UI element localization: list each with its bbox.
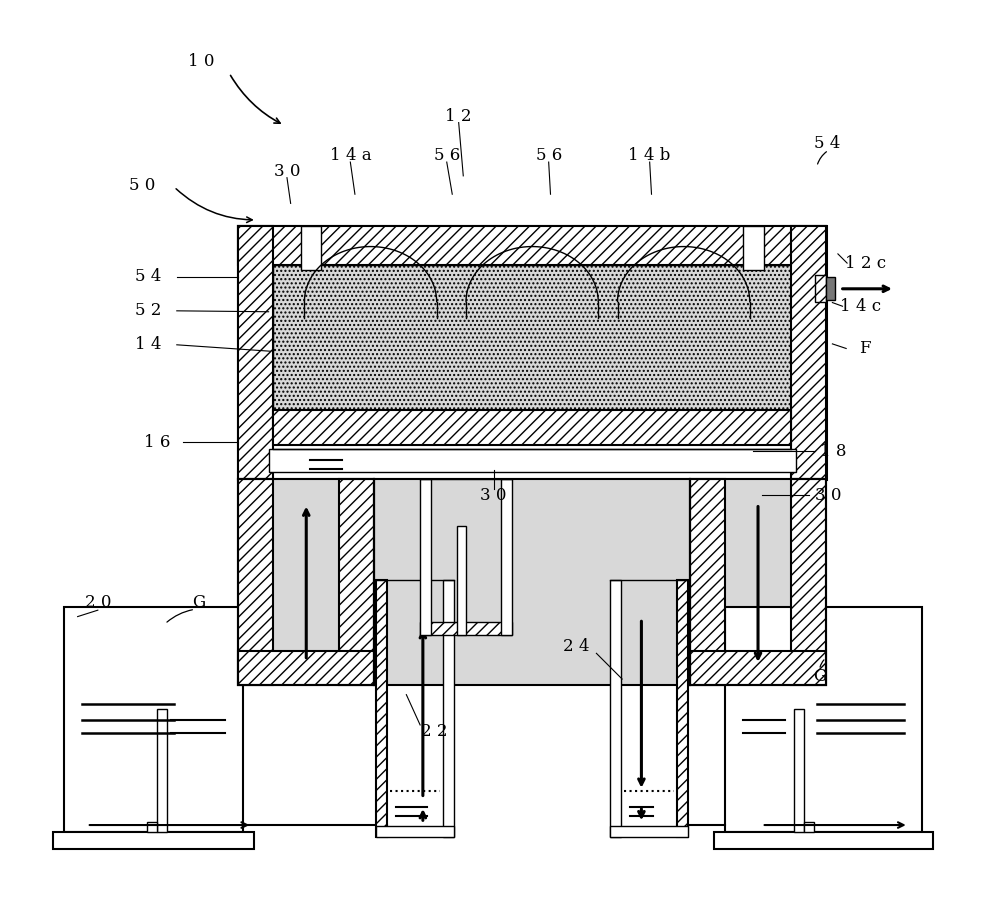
- Text: 5 6: 5 6: [536, 147, 562, 164]
- Text: 5 6: 5 6: [434, 147, 460, 164]
- Text: 1 8: 1 8: [820, 443, 847, 460]
- Text: 5 2: 5 2: [135, 302, 162, 320]
- Text: 5 4: 5 4: [814, 135, 840, 152]
- Text: 5 4: 5 4: [135, 268, 162, 286]
- Bar: [273, 479, 339, 650]
- Bar: [420, 479, 431, 635]
- Bar: [690, 650, 826, 685]
- Text: F: F: [859, 340, 870, 357]
- Bar: [743, 227, 764, 270]
- Text: 3 0: 3 0: [815, 487, 841, 504]
- Bar: [714, 833, 933, 849]
- Bar: [238, 227, 273, 479]
- Text: 3 0: 3 0: [480, 487, 507, 504]
- Bar: [804, 822, 814, 833]
- Text: 1 6: 1 6: [144, 434, 171, 450]
- Bar: [301, 227, 321, 270]
- Bar: [420, 622, 512, 635]
- Bar: [374, 479, 690, 685]
- Bar: [725, 479, 791, 650]
- Bar: [791, 227, 826, 479]
- Text: 5 0: 5 0: [129, 177, 155, 193]
- Bar: [273, 410, 791, 445]
- Bar: [791, 479, 826, 685]
- Bar: [677, 580, 688, 837]
- Text: 1 0: 1 0: [188, 52, 215, 70]
- Text: 2 4: 2 4: [563, 638, 589, 656]
- Text: 1 4: 1 4: [135, 336, 162, 354]
- Bar: [443, 580, 454, 837]
- Bar: [826, 277, 835, 300]
- Text: 1 4 c: 1 4 c: [840, 297, 881, 315]
- Text: G: G: [813, 668, 826, 685]
- Bar: [238, 650, 374, 685]
- Bar: [501, 479, 512, 635]
- Bar: [64, 608, 243, 833]
- Bar: [815, 275, 826, 302]
- Bar: [53, 833, 254, 849]
- Bar: [238, 479, 273, 685]
- Bar: [610, 826, 688, 837]
- Bar: [794, 708, 804, 833]
- Bar: [610, 580, 621, 837]
- Text: 1 2 c: 1 2 c: [845, 254, 886, 272]
- Text: 1 4 b: 1 4 b: [628, 147, 671, 164]
- Bar: [157, 708, 167, 833]
- Bar: [147, 822, 157, 833]
- Bar: [339, 479, 374, 685]
- Text: 1 4 a: 1 4 a: [330, 147, 371, 164]
- Bar: [376, 580, 387, 837]
- Text: G: G: [192, 594, 205, 612]
- Bar: [457, 526, 466, 635]
- Bar: [690, 479, 826, 685]
- Text: 1 2: 1 2: [445, 108, 472, 124]
- Bar: [238, 479, 374, 685]
- Bar: [725, 608, 922, 833]
- Bar: [269, 449, 796, 472]
- Text: 2 2: 2 2: [421, 723, 447, 740]
- Bar: [273, 265, 791, 414]
- Bar: [238, 227, 826, 479]
- Text: 3 0: 3 0: [274, 163, 300, 180]
- Bar: [238, 227, 826, 265]
- Text: 2 0: 2 0: [85, 594, 111, 612]
- Bar: [376, 826, 454, 837]
- Bar: [690, 479, 725, 685]
